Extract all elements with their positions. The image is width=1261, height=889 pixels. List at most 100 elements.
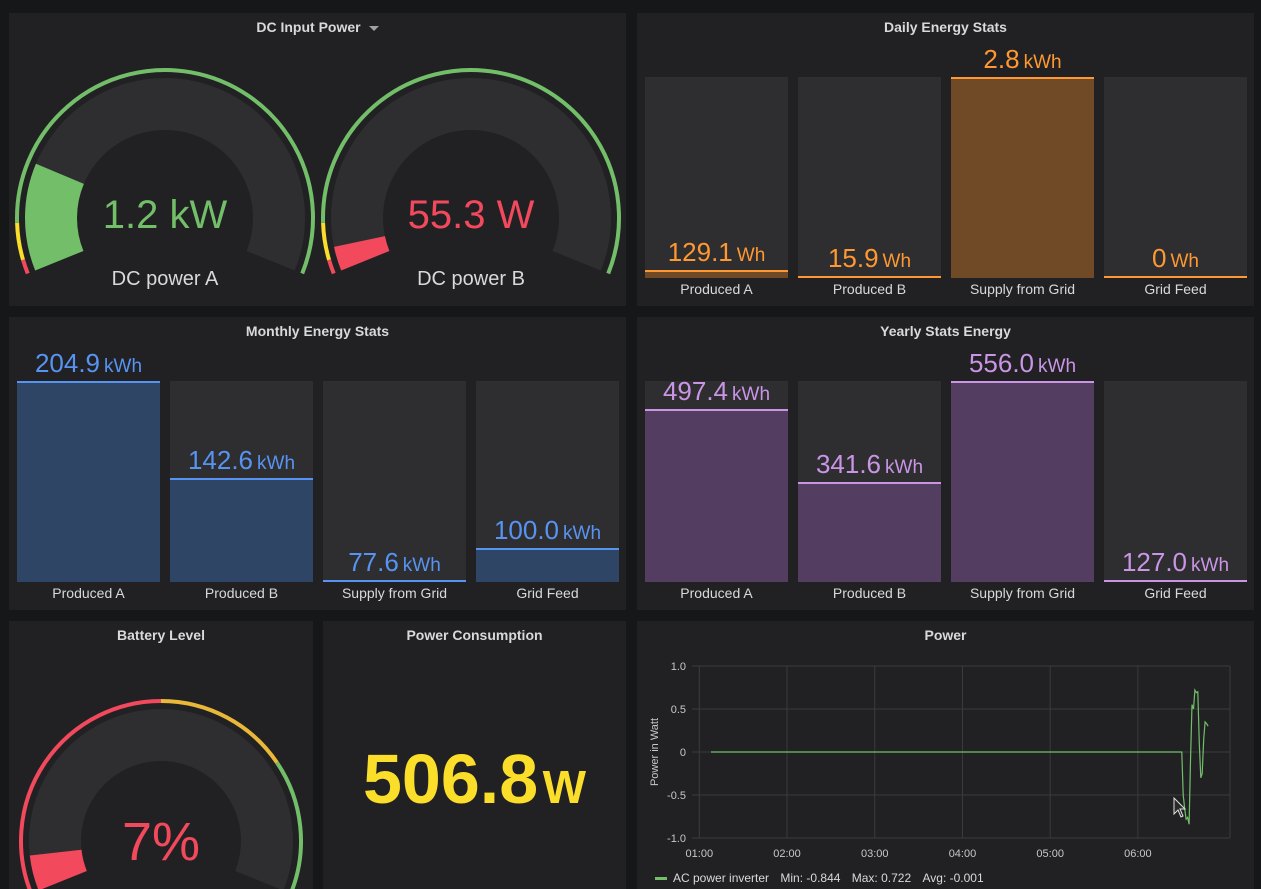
bar-background (645, 77, 788, 278)
power-graph-panel: Power 1.0 0.5 0 -0.5 -1.0 01:00 02:00 03:00 04:0… (637, 621, 1254, 889)
battery-gauge-threshold-arc-2 (275, 761, 303, 889)
dc-power-a-label: DC power A (111, 268, 219, 290)
bar-label: Supply from Grid (341, 585, 448, 601)
yearly-energy-panel: Yearly Stats Energy 497.4 kWh Produced A 34… (637, 317, 1254, 610)
bar-fill (645, 409, 788, 582)
dc-power-b-gauge-threshold-arc-2 (321, 68, 621, 275)
battery-gauge-threshold-arc-0 (19, 699, 162, 889)
daily-energy-panel: Daily Energy Stats 129.1 Wh Produced A 15.9… (637, 13, 1254, 306)
bar-label: Produced B (832, 281, 907, 297)
legend-min: Min: -0.844 (780, 871, 841, 885)
bar-value-number: 2.8 (983, 44, 1020, 74)
x-tick-label-3: 04:00 (949, 848, 977, 860)
bar-label: Produced A (680, 281, 753, 297)
bar-value-unit: kWh (1191, 555, 1230, 576)
chevron-down-icon[interactable] (368, 25, 379, 31)
bar-value-unit: kWh (257, 453, 296, 475)
battery-value: 7% (121, 812, 201, 872)
bar-value: 15.9 Wh (798, 244, 941, 277)
x-tick-label-0: 01:00 (686, 848, 714, 860)
dc-power-b-value: 55.3 W (407, 193, 535, 237)
panel-title-power[interactable]: Power (924, 627, 967, 643)
bar-label: Produced B (832, 585, 907, 601)
panel-title-monthly[interactable]: Monthly Energy Stats (245, 323, 390, 339)
consumption-unit: W (542, 761, 587, 813)
bar-fill (798, 481, 941, 582)
bar-value-unit: kWh (1038, 356, 1077, 377)
bar-value-number: 0 (1152, 243, 1167, 273)
bar-value: 556.0 kWh (951, 349, 1094, 382)
dc-power-a-gauge-threshold-arc-1 (15, 222, 25, 261)
bar-value-unit: kWh (732, 384, 771, 406)
bar-background (323, 381, 466, 582)
bar-fill (1104, 580, 1247, 582)
x-tick-label-1: 02:00 (773, 848, 801, 860)
bar-background (1104, 381, 1247, 582)
power-legend[interactable]: AC power inverter Min: -0.844 Max: 0.722… (655, 871, 984, 885)
dc-gauges-svg (15, 68, 621, 275)
bar-value: 129.1 Wh (645, 238, 788, 271)
bar-value-number: 497.4 (662, 376, 729, 407)
bar-value: 204.9 kWh (17, 349, 160, 382)
bar-value: 100.0 kWh (476, 516, 619, 549)
dc-power-b-label: DC power B (417, 268, 525, 290)
bar-label: Grid Feed (1144, 585, 1207, 601)
bar-value-unit: kWh (563, 522, 602, 544)
panel-title-yearly[interactable]: Yearly Stats Energy (880, 323, 1011, 339)
dc-power-a-gauge-value-arc (25, 163, 85, 271)
bar-value: 127.0 kWh (1104, 548, 1247, 581)
legend-avg: Avg: -0.001 (922, 871, 984, 885)
bar-value: 142.6 kWh (170, 446, 313, 479)
bar-fill (645, 269, 788, 278)
bar-value: 341.6 kWh (798, 450, 941, 483)
x-tick-label-5: 06:00 (1124, 848, 1152, 860)
bar-value-unit: kWh (402, 555, 441, 576)
dc-power-a-value: 1.2 kW (102, 193, 228, 237)
bar-value-number: 204.9 (34, 348, 101, 378)
bar-value-number: 556.0 (968, 348, 1035, 378)
bar-value-number: 341.6 (815, 448, 882, 479)
dc-power-b-gauge-threshold-arc-0 (327, 259, 336, 275)
bar-value: 0 Wh (1104, 244, 1247, 277)
battery-gauge-threshold-arc-1 (160, 699, 279, 764)
bar-value-number: 129.1 (667, 236, 733, 267)
dc-power-b-gauge-track (331, 78, 611, 271)
bar-label: Grid Feed (1144, 281, 1207, 297)
y-tick-label-0: 1.0 (671, 661, 686, 673)
bar-label: Supply from Grid (969, 585, 1076, 601)
x-tick-label-4: 05:00 (1036, 848, 1064, 860)
bar-value-number: 127.0 (1121, 547, 1188, 577)
y-axis-label: Power in Watt (649, 718, 661, 786)
bar-value: 497.4 kWh (645, 377, 788, 410)
battery-gauge-track (29, 709, 293, 889)
legend-series-name[interactable]: AC power inverter (673, 871, 770, 885)
consumption-number: 506.8 (362, 740, 539, 818)
panel-title-daily[interactable]: Daily Energy Stats (884, 19, 1007, 35)
bar-label: Produced A (680, 585, 753, 601)
y-tick-label-3: -0.5 (667, 790, 686, 802)
bar-background (1104, 77, 1247, 278)
panel-title-battery[interactable]: Battery Level (117, 627, 205, 643)
power-chart-svg[interactable]: 1.0 0.5 0 -0.5 -1.001:00 02:00 03:00 04:00 05:00… (637, 621, 1254, 889)
panel-title-consumption[interactable]: Power Consumption (406, 627, 543, 643)
battery-level-panel: Battery Level 7% (9, 621, 313, 889)
y-tick-label-1: 0.5 (671, 704, 686, 716)
panel-title-dc-input[interactable]: DC Input Power (9, 19, 626, 35)
bar-background (798, 77, 941, 278)
bar-value-unit: Wh (1170, 251, 1199, 272)
legend-swatch (655, 877, 667, 881)
bar-value-number: 77.6 (348, 547, 399, 577)
dc-input-power-panel: DC Input Power 1.2 kW DC power A 55.3 W … (9, 13, 626, 306)
bar-fill (798, 276, 941, 278)
dc-power-a-gauge-threshold-arc-2 (15, 68, 315, 275)
bar-fill (951, 381, 1094, 582)
bar-label: Produced B (204, 585, 279, 601)
bar-fill (170, 478, 313, 582)
bar-value-number: 142.6 (187, 445, 254, 476)
bar-value: 77.6 kWh (323, 548, 466, 581)
legend-max: Max: 0.722 (851, 871, 912, 885)
dc-input-title-text[interactable]: DC Input Power (256, 19, 361, 35)
x-tick-label-2: 03:00 (861, 848, 889, 860)
bar-value-unit: kWh (885, 456, 924, 478)
